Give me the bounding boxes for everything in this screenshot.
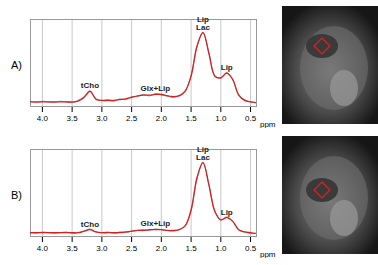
svg-text:3.5: 3.5 [67,114,79,123]
svg-text:1.5: 1.5 [186,114,198,123]
svg-text:tCho: tCho [81,219,99,228]
svg-text:1.0: 1.0 [215,244,227,253]
svg-text:Glx+Lip: Glx+Lip [141,83,171,92]
svg-text:Lip: Lip [221,63,233,72]
svg-text:2.5: 2.5 [126,114,138,123]
html-text:B): B) [11,189,22,201]
svg-text:3.0: 3.0 [96,244,108,253]
svg-text:2.5: 2.5 [126,244,138,253]
svg-text:Lip: Lip [221,207,233,216]
svg-text:2.0: 2.0 [156,114,168,123]
svg-text:ppm: ppm [260,119,276,128]
svg-text:Glx+Lip: Glx+Lip [141,218,171,227]
svg-text:1.0: 1.0 [215,114,227,123]
svg-text:3.0: 3.0 [96,114,108,123]
svg-text:LipLac: LipLac [196,145,210,162]
svg-text:0.5: 0.5 [245,244,257,253]
svg-text:3.5: 3.5 [67,244,79,253]
svg-text:1.5: 1.5 [186,244,198,253]
svg-text:2.0: 2.0 [156,244,168,253]
html-text:A): A) [11,59,22,71]
svg-text:tCho: tCho [81,81,99,90]
svg-text:0.5: 0.5 [245,114,257,123]
svg-text:4.0: 4.0 [37,114,49,123]
svg-text:ppm: ppm [260,249,276,258]
svg-text:4.0: 4.0 [37,244,49,253]
svg-text:LipLac: LipLac [196,15,210,32]
